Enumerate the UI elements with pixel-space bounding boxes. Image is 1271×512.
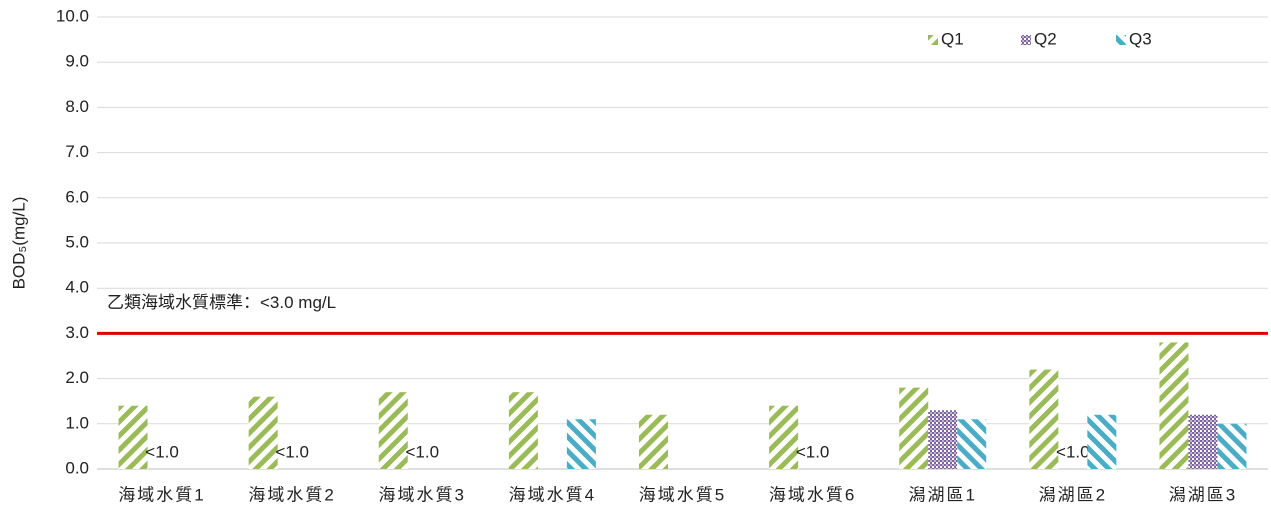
value-label: <1.0 — [796, 442, 830, 461]
value-label: <1.0 — [405, 442, 439, 461]
bar — [928, 410, 958, 469]
y-tick-label: 9.0 — [65, 52, 89, 71]
y-tick-label: 10.0 — [56, 6, 89, 25]
x-tick-label: 潟湖區2 — [1039, 485, 1107, 504]
bar — [769, 405, 799, 469]
y-tick-label: 6.0 — [65, 187, 89, 206]
bar — [248, 396, 278, 469]
bar — [639, 414, 668, 469]
bar — [1217, 423, 1247, 469]
bar — [118, 405, 148, 469]
legend-swatch — [1021, 35, 1031, 45]
bar — [899, 387, 929, 469]
x-tick-label: 潟湖區3 — [1169, 485, 1237, 504]
legend-label: Q3 — [1129, 29, 1152, 48]
value-label: <1.0 — [145, 442, 179, 461]
legend-swatch — [1116, 35, 1126, 45]
bar — [957, 419, 987, 469]
bar — [1087, 414, 1117, 469]
bar — [1029, 369, 1059, 469]
value-label: <1.0 — [1056, 442, 1090, 461]
bar — [508, 392, 538, 469]
x-tick-label: 海域水質5 — [639, 485, 726, 504]
legend-swatch — [928, 35, 938, 45]
x-tick-label: 海域水質3 — [379, 485, 466, 504]
x-tick-label: 海域水質4 — [509, 485, 596, 504]
y-tick-label: 8.0 — [65, 97, 89, 116]
y-tick-label: 0.0 — [65, 458, 89, 477]
bar — [1188, 414, 1218, 469]
y-tick-label: 7.0 — [65, 142, 89, 161]
x-tick-label: 海域水質1 — [118, 485, 205, 504]
value-label: <1.0 — [275, 442, 309, 461]
x-tick-label: 潟湖區1 — [908, 485, 976, 504]
reference-label: 乙類海域水質標準：<3.0 mg/L — [107, 293, 336, 312]
bar — [1159, 342, 1189, 469]
x-tick-label: 海域水質6 — [769, 485, 856, 504]
bar — [378, 392, 408, 469]
y-tick-label: 3.0 — [65, 323, 89, 342]
y-tick-label: 4.0 — [65, 278, 89, 297]
x-tick-label: 海域水質2 — [248, 485, 335, 504]
y-tick-label: 1.0 — [65, 413, 89, 432]
y-tick-label: 5.0 — [65, 232, 89, 251]
y-tick-label: 2.0 — [65, 368, 89, 387]
bar — [566, 419, 596, 469]
y-axis-label: BOD₅(mg/L) — [9, 197, 28, 290]
legend-label: Q2 — [1034, 29, 1057, 48]
legend-label: Q1 — [941, 29, 964, 48]
